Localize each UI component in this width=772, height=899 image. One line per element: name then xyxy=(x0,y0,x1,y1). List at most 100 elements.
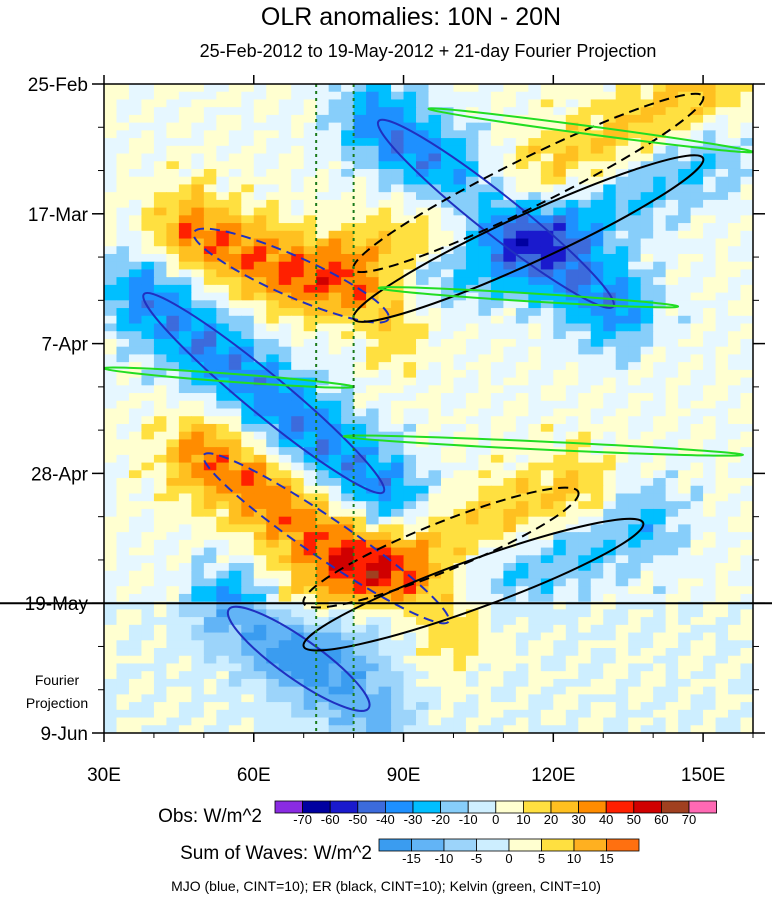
anomaly-cell xyxy=(166,539,180,549)
anomaly-cell xyxy=(166,640,180,649)
anomaly-cell xyxy=(141,709,155,719)
anomaly-cell xyxy=(378,725,392,733)
anomaly-cell xyxy=(253,84,267,93)
anomaly-cell xyxy=(366,508,380,518)
anomaly-cell xyxy=(590,485,604,495)
anomaly-cell xyxy=(728,532,742,541)
anomaly-cell xyxy=(241,431,255,441)
anomaly-cell xyxy=(316,524,330,533)
anomaly-cell xyxy=(166,578,180,587)
anomaly-cell xyxy=(303,184,317,193)
anomaly-cell xyxy=(703,648,717,657)
anomaly-cell xyxy=(628,470,642,479)
anomaly-cell xyxy=(590,138,604,147)
anomaly-cell xyxy=(715,253,729,263)
anomaly-cell xyxy=(528,207,542,216)
anomaly-cell xyxy=(191,308,205,317)
anomaly-cell xyxy=(366,362,380,371)
anomaly-cell xyxy=(104,725,118,733)
anomaly-cell xyxy=(715,439,729,448)
anomaly-cell xyxy=(341,292,355,301)
anomaly-cell xyxy=(553,84,567,93)
anomaly-cell xyxy=(216,192,230,201)
anomaly-cell xyxy=(678,331,692,340)
anomaly-cell xyxy=(241,717,255,726)
anomaly-cell xyxy=(440,331,455,340)
anomaly-cell xyxy=(253,300,267,309)
anomaly-cell xyxy=(565,192,579,201)
anomaly-cell xyxy=(303,593,317,603)
anomaly-cell xyxy=(503,207,517,216)
anomaly-cell xyxy=(391,532,405,541)
anomaly-cell xyxy=(166,369,180,379)
anomaly-cell xyxy=(715,671,729,680)
anomaly-cell xyxy=(528,369,542,379)
anomaly-cell xyxy=(553,524,567,533)
anomaly-cell xyxy=(291,168,305,178)
anomaly-cell xyxy=(678,346,692,356)
anomaly-cell xyxy=(528,601,542,610)
anomaly-cell xyxy=(728,524,742,533)
anomaly-cell xyxy=(715,702,729,711)
anomaly-cell xyxy=(640,640,654,649)
anomaly-cell xyxy=(378,671,392,680)
anomaly-cell xyxy=(628,199,642,209)
anomaly-cell xyxy=(590,308,604,317)
anomaly-cell xyxy=(728,253,742,263)
anomaly-cell xyxy=(128,168,143,178)
anomaly-cell xyxy=(291,725,305,733)
anomaly-cell xyxy=(503,408,517,417)
anomaly-cell xyxy=(515,678,529,688)
anomaly-cell xyxy=(628,508,642,518)
anomaly-cell xyxy=(203,230,217,240)
anomaly-cell xyxy=(478,648,492,657)
anomaly-cell xyxy=(241,671,255,680)
anomaly-cell xyxy=(678,454,692,464)
anomaly-cell xyxy=(728,393,742,402)
anomaly-cell xyxy=(391,223,405,232)
anomaly-cell xyxy=(478,447,492,456)
anomaly-cell xyxy=(440,431,455,441)
anomaly-cell xyxy=(703,215,717,224)
anomaly-cell xyxy=(428,323,442,332)
anomaly-cell xyxy=(128,114,143,124)
anomaly-cell xyxy=(690,547,704,556)
anomaly-cell xyxy=(553,671,567,680)
anomaly-cell xyxy=(403,678,417,688)
anomaly-cell xyxy=(278,346,292,356)
anomaly-cell xyxy=(216,501,230,510)
anomaly-cell xyxy=(241,408,255,417)
anomaly-cell xyxy=(116,99,130,108)
anomaly-cell xyxy=(678,246,692,255)
anomaly-cell xyxy=(203,292,217,301)
anomaly-cell xyxy=(316,400,330,410)
anomaly-cell xyxy=(316,663,330,672)
anomaly-cell xyxy=(104,702,118,711)
anomaly-cell xyxy=(166,161,180,170)
anomaly-cell xyxy=(366,702,380,711)
anomaly-cell xyxy=(291,215,305,224)
anomaly-cell xyxy=(640,338,654,348)
anomaly-cell xyxy=(228,671,242,680)
anomaly-cell xyxy=(316,586,330,595)
anomaly-cell xyxy=(178,725,192,733)
anomaly-cell xyxy=(116,416,130,425)
anomaly-cell xyxy=(553,230,567,240)
anomaly-cell xyxy=(478,84,492,93)
anomaly-cell xyxy=(228,230,242,240)
anomaly-cell xyxy=(291,570,305,580)
anomaly-cell xyxy=(515,601,529,610)
anomaly-cell xyxy=(203,586,217,595)
anomaly-cell xyxy=(291,184,305,193)
anomaly-cell xyxy=(590,331,604,340)
anomaly-cell xyxy=(503,601,517,610)
anomaly-cell xyxy=(266,145,280,155)
anomaly-cell xyxy=(478,408,492,417)
anomaly-cell xyxy=(678,447,692,456)
anomaly-cell xyxy=(166,462,180,471)
anomaly-cell xyxy=(490,640,504,649)
anomaly-cell xyxy=(403,269,417,278)
anomaly-cell xyxy=(503,725,517,733)
anomaly-cell xyxy=(341,246,355,255)
anomaly-cell xyxy=(640,230,654,240)
